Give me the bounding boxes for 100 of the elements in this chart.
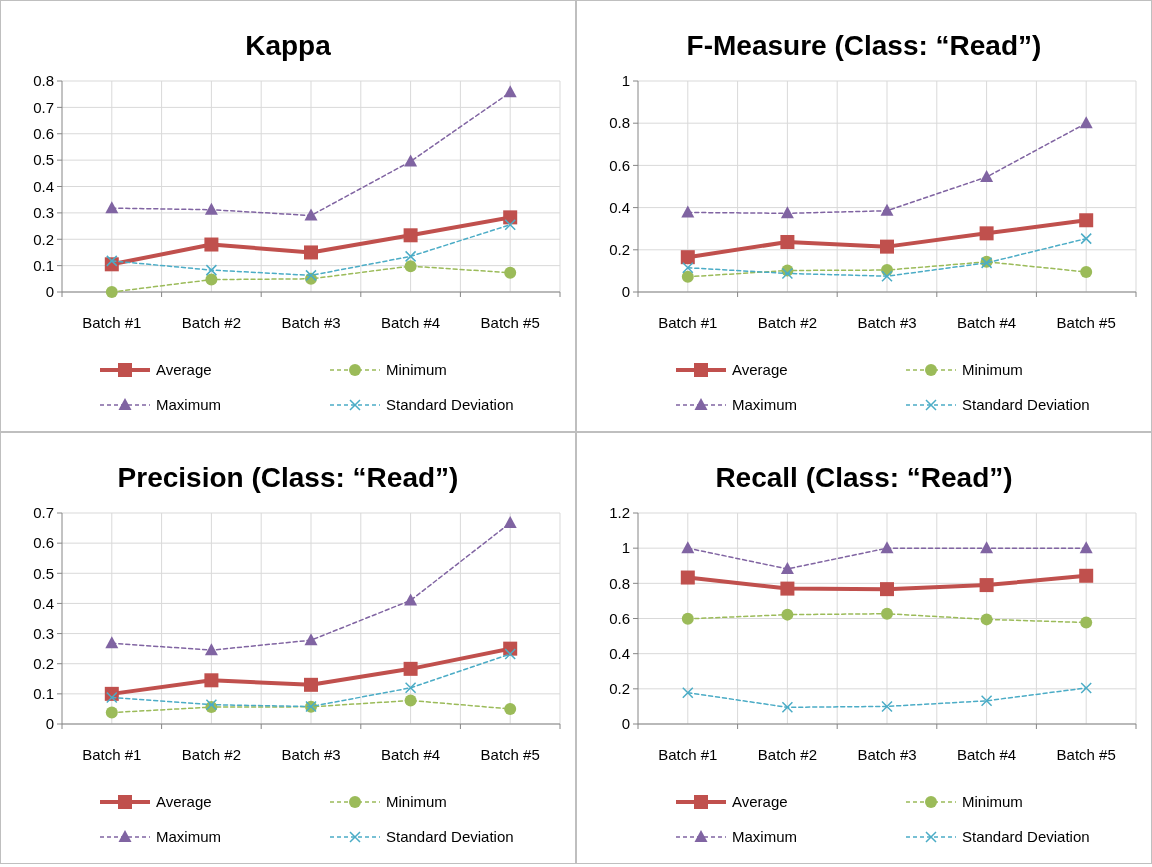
y-tick-label: 0.8 xyxy=(609,574,630,592)
point xyxy=(1079,568,1094,583)
x-tick-label: Batch #4 xyxy=(380,746,441,763)
point xyxy=(404,593,418,606)
x-tick-label: Batch #1 xyxy=(658,746,718,763)
point xyxy=(1080,616,1093,629)
point xyxy=(979,578,994,593)
point xyxy=(682,261,694,274)
legend-label: Minimum xyxy=(386,793,447,811)
point xyxy=(304,208,318,221)
point xyxy=(681,205,695,218)
y-tick-label: 1.2 xyxy=(609,504,630,522)
point xyxy=(204,202,218,215)
y-tick-label: 0.4 xyxy=(609,198,630,216)
point xyxy=(404,682,417,694)
y-tick-label: 0.4 xyxy=(33,594,54,612)
point xyxy=(881,607,893,620)
point xyxy=(681,612,694,625)
point xyxy=(881,270,893,282)
y-tick-label: 0.2 xyxy=(33,654,54,672)
point xyxy=(880,239,894,254)
point xyxy=(880,582,894,597)
y-tick-label: 1 xyxy=(621,72,630,90)
legend-label: Average xyxy=(156,361,212,379)
point xyxy=(1080,682,1092,694)
x-tick-label: Batch #4 xyxy=(956,746,1017,763)
x-tick-label: Batch #2 xyxy=(181,314,242,331)
y-tick-label: 0.6 xyxy=(33,125,54,142)
point xyxy=(504,218,516,231)
y-tick-label: 0.1 xyxy=(33,685,54,703)
point xyxy=(781,608,794,621)
y-tick-label: 0.6 xyxy=(33,534,54,552)
point xyxy=(1080,232,1092,245)
point xyxy=(205,273,218,286)
point xyxy=(504,702,517,715)
y-tick-label: 0.5 xyxy=(33,151,54,169)
x-tick-label: Batch #4 xyxy=(956,314,1017,331)
chart-title: Kappa xyxy=(245,30,332,61)
point xyxy=(403,228,418,243)
y-tick-label: 0.2 xyxy=(609,680,630,698)
point xyxy=(680,570,695,585)
legend-label: Average xyxy=(732,361,788,379)
x-tick-label: Batch #2 xyxy=(757,746,818,763)
x-tick-label: Batch #1 xyxy=(82,314,142,331)
point xyxy=(979,226,994,241)
point xyxy=(105,636,119,649)
legend-label: Maximum xyxy=(156,828,222,846)
point xyxy=(1079,541,1093,554)
point xyxy=(681,541,695,554)
point xyxy=(304,633,318,646)
chart-title: Recall (Class: “Read”) xyxy=(715,462,1013,493)
legend-label: Maximum xyxy=(732,396,798,414)
point xyxy=(106,691,118,704)
x-tick-label: Batch #5 xyxy=(480,746,540,763)
point xyxy=(780,561,794,574)
x-tick-label: Batch #3 xyxy=(281,314,341,331)
y-tick-label: 0.2 xyxy=(609,241,630,259)
x-tick-label: Batch #3 xyxy=(857,746,917,763)
point xyxy=(980,170,994,183)
point xyxy=(204,643,218,656)
x-tick-label: Batch #5 xyxy=(480,314,540,331)
y-tick-label: 0 xyxy=(45,283,54,301)
point xyxy=(204,237,219,252)
point xyxy=(1079,116,1093,129)
y-tick-label: 0.4 xyxy=(609,644,630,662)
y-tick-label: 0 xyxy=(621,283,630,301)
point xyxy=(503,515,517,528)
point xyxy=(105,201,119,214)
legend-label: Maximum xyxy=(732,828,798,846)
point xyxy=(1079,213,1094,228)
point xyxy=(205,264,218,276)
point xyxy=(1080,265,1093,278)
legend-label: Standard Deviation xyxy=(386,396,514,414)
point xyxy=(880,203,894,216)
y-tick-label: 0.6 xyxy=(609,609,630,627)
point xyxy=(105,706,118,719)
point xyxy=(504,648,516,660)
point xyxy=(780,234,795,249)
y-tick-label: 0.8 xyxy=(33,72,54,90)
point xyxy=(105,286,118,298)
y-tick-label: 0.3 xyxy=(33,624,54,642)
point xyxy=(980,695,993,707)
y-tick-label: 0.4 xyxy=(33,177,54,195)
x-tick-label: Batch #5 xyxy=(1056,314,1116,331)
point xyxy=(780,581,795,596)
point xyxy=(980,541,994,554)
legend-label: Minimum xyxy=(962,793,1023,811)
point xyxy=(404,694,417,707)
y-tick-label: 1 xyxy=(621,539,630,557)
y-tick-label: 0.6 xyxy=(609,156,630,174)
point xyxy=(404,260,417,273)
x-tick-label: Batch #5 xyxy=(1056,746,1116,763)
y-tick-label: 0.3 xyxy=(33,204,54,222)
point xyxy=(504,266,517,279)
legend-label: Minimum xyxy=(386,361,447,379)
y-tick-label: 0 xyxy=(621,715,630,733)
chart-title: F-Measure (Class: “Read”) xyxy=(686,30,1042,61)
x-tick-label: Batch #3 xyxy=(857,314,917,331)
point xyxy=(106,255,118,267)
x-tick-label: Batch #2 xyxy=(181,746,242,763)
